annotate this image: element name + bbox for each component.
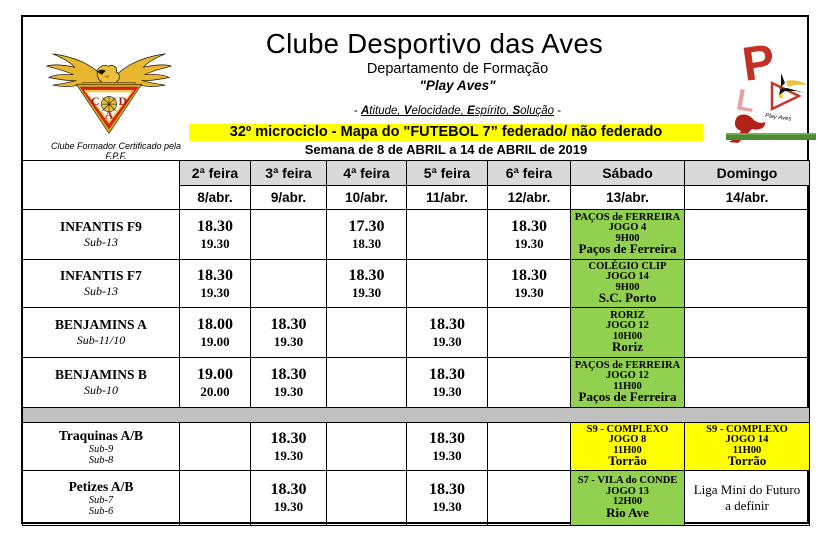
svg-text:Play Aves: Play Aves: [765, 113, 792, 123]
svg-text:D: D: [118, 94, 127, 108]
svg-text:L: L: [734, 83, 758, 119]
svg-text:C: C: [91, 94, 100, 108]
